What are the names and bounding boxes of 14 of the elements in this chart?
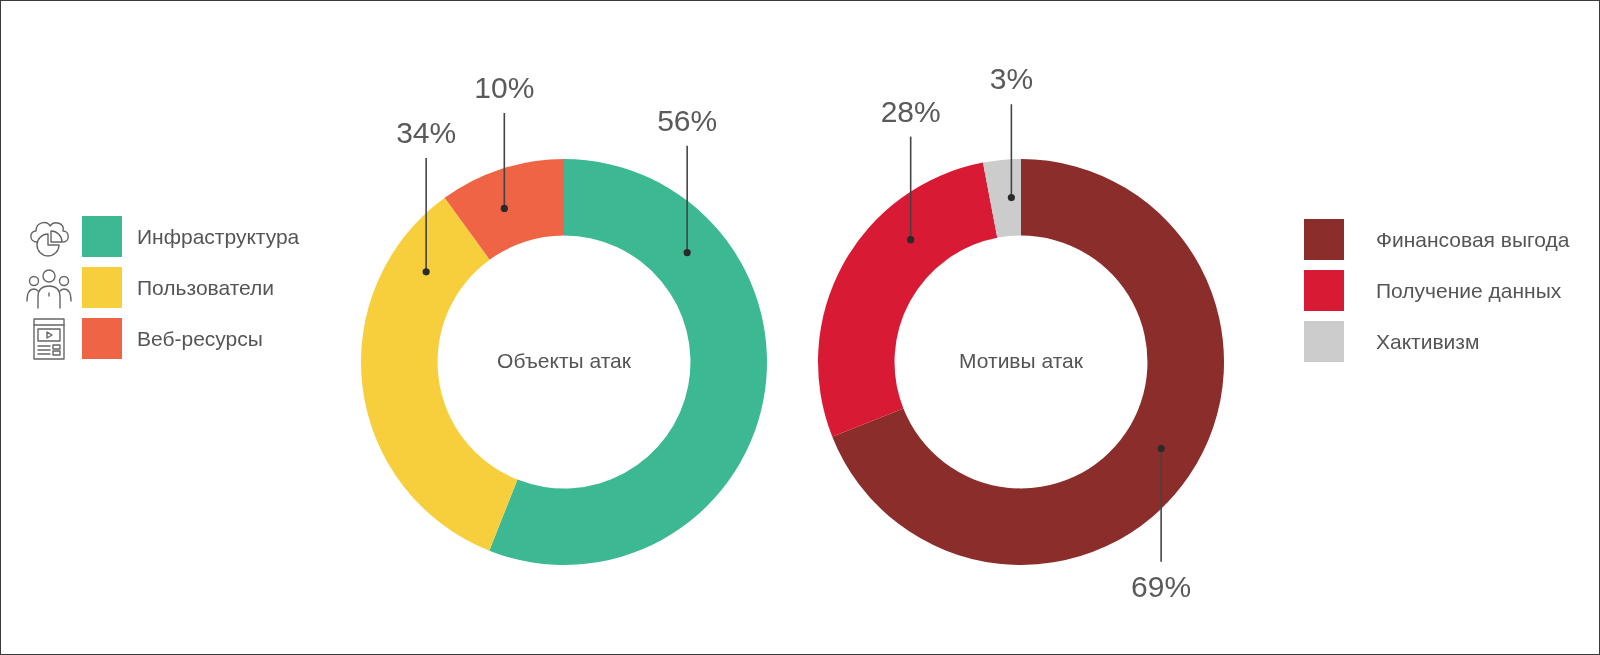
text: Мотивы атак <box>959 348 1084 372</box>
legend-label: Веб-ресурсы <box>137 326 263 352</box>
legend-label: Финансовая выгода <box>1376 227 1570 253</box>
legend-label: Получение данных <box>1376 278 1562 304</box>
legend-label: Пользователи <box>137 275 275 301</box>
data-label: 56% <box>657 103 718 137</box>
data-label: 28% <box>880 94 941 128</box>
text: Объекты атак <box>497 348 632 372</box>
legend-label: Инфраструктура <box>137 224 300 250</box>
data-label: 10% <box>474 71 535 105</box>
legend-label: Хактивизм <box>1376 329 1480 355</box>
data-label: 3% <box>989 62 1034 96</box>
data-label: 69% <box>1131 570 1192 604</box>
data-label: 34% <box>396 116 457 150</box>
